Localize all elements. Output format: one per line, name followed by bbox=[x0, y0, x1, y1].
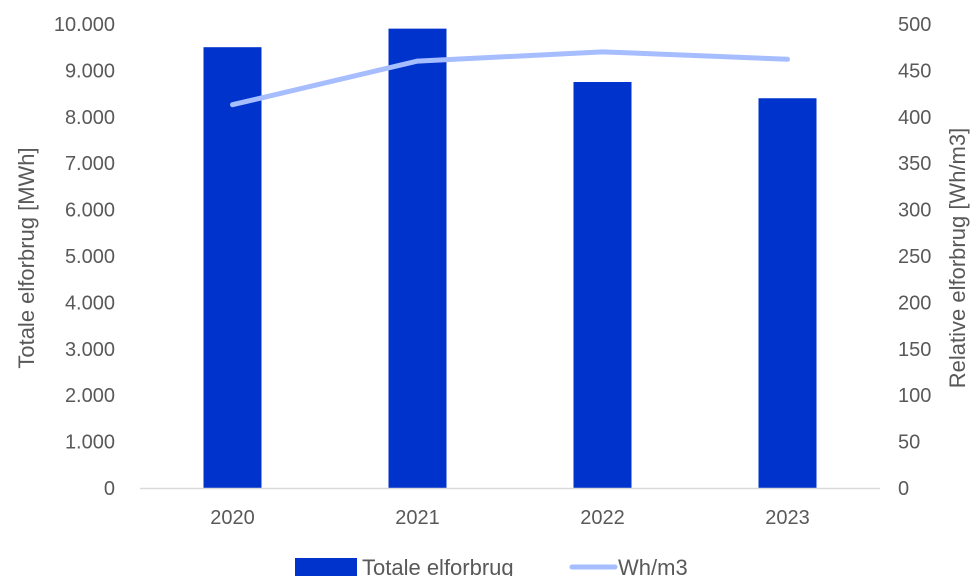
y-left-tick-label: 4.000 bbox=[65, 292, 115, 314]
y-right-tick-label: 0 bbox=[898, 478, 909, 500]
y-right-tick-label: 350 bbox=[898, 153, 931, 175]
y-right-tick-label: 200 bbox=[898, 292, 931, 314]
y-left-tick-label: 10.000 bbox=[54, 14, 115, 36]
plot-area: 0 1.000 2.000 3.000 4.000 5.000 6.000 7.000 8.00… bbox=[54, 14, 932, 529]
bar-2023 bbox=[759, 98, 817, 488]
y-axis-right-title: Relative elforbrug [Wh/m3] bbox=[945, 128, 970, 388]
y-left-tick-label: 7.000 bbox=[65, 153, 115, 175]
legend-label-wh-m3: Wh/m3 bbox=[618, 555, 688, 576]
y-left-tick-label: 5.000 bbox=[65, 246, 115, 268]
bar-2021 bbox=[389, 29, 447, 488]
line-series-wh-m3 bbox=[233, 52, 788, 105]
y-right-tick-label: 150 bbox=[898, 339, 931, 361]
y-left-tick-label: 3.000 bbox=[65, 339, 115, 361]
y-right-tick-label: 300 bbox=[898, 200, 931, 222]
y-axis-left-title: Totale elforbrug [MWh] bbox=[14, 147, 39, 368]
y-left-tick-label: 8.000 bbox=[65, 107, 115, 129]
y-left-tick-label: 2.000 bbox=[65, 385, 115, 407]
y-right-tick-label: 450 bbox=[898, 60, 931, 82]
y-right-tick-label: 100 bbox=[898, 385, 931, 407]
y-right-tick-label: 250 bbox=[898, 246, 931, 268]
y-left-tick-label: 6.000 bbox=[65, 200, 115, 222]
y-right-tick-label: 50 bbox=[898, 432, 920, 454]
y-left-tick-label: 1.000 bbox=[65, 432, 115, 454]
legend: Totale elforbrug Wh/m3 bbox=[295, 555, 688, 576]
x-tick-label: 2022 bbox=[580, 507, 625, 529]
legend-swatch-totale-elforbrug bbox=[295, 558, 357, 576]
x-tick-label: 2020 bbox=[210, 507, 255, 529]
y-right-tick-label: 500 bbox=[898, 14, 931, 36]
y-left-tick-label: 9.000 bbox=[65, 60, 115, 82]
y-right-tick-label: 400 bbox=[898, 107, 931, 129]
x-tick-label: 2023 bbox=[765, 507, 810, 529]
bar-2022 bbox=[574, 82, 632, 488]
x-tick-label: 2021 bbox=[395, 507, 440, 529]
legend-label-totale-elforbrug: Totale elforbrug bbox=[362, 555, 514, 576]
y-left-tick-label: 0 bbox=[104, 478, 115, 500]
bar-2020 bbox=[204, 47, 262, 488]
